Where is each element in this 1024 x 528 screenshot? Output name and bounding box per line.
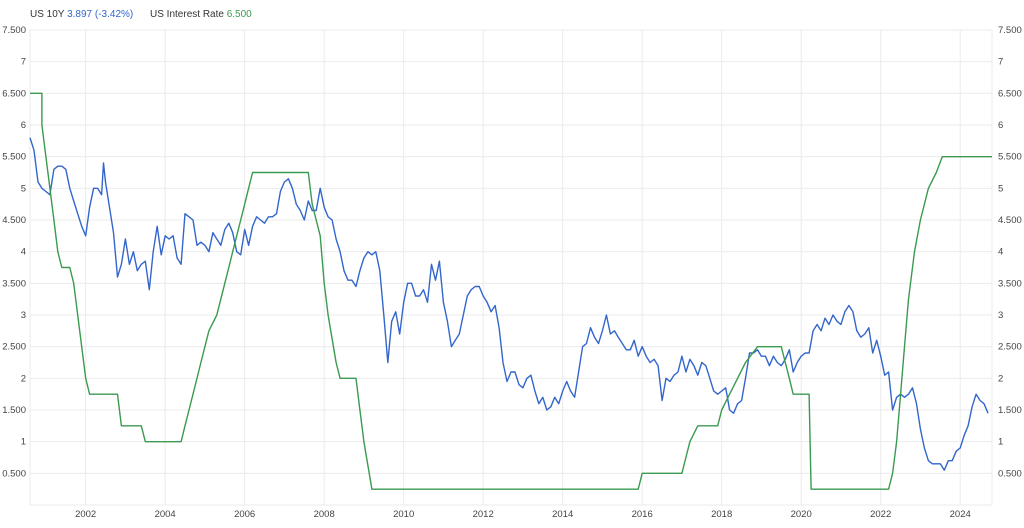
x-tick-label: 2024 <box>950 509 971 520</box>
y-tick-label-right: 3.500 <box>998 278 1022 289</box>
legend-us10y-value: 3.897 (-3.42%) <box>67 9 134 20</box>
y-tick-label-right: 2 <box>998 373 1003 384</box>
y-tick-label-left: 5.500 <box>2 152 26 163</box>
x-tick-label: 2016 <box>632 509 653 520</box>
x-tick-label: 2004 <box>155 509 176 520</box>
y-tick-label-left: 4.500 <box>2 215 26 226</box>
y-tick-label-left: 4 <box>21 247 26 258</box>
y-axis-left: 0.500 1 1.500 2 2.500 3 3.500 4 4.500 5 5.500 6 6.50… <box>2 25 26 479</box>
x-tick-label: 2002 <box>75 509 96 520</box>
x-tick-label: 2020 <box>791 509 812 520</box>
x-tick-label: 2018 <box>711 509 732 520</box>
x-tick-label: 2022 <box>870 509 891 520</box>
x-axis: 2002 2004 2006 2008 2010 2012 2014 2016 2018 2020… <box>75 509 971 520</box>
y-tick-label-left: 0.500 <box>2 468 26 479</box>
y-tick-label-left: 3 <box>21 310 26 321</box>
us10y-line[interactable] <box>29 137 989 471</box>
y-tick-label-right: 0.500 <box>998 468 1022 479</box>
y-tick-label-left: 6 <box>21 120 26 131</box>
y-tick-label-left: 2.500 <box>2 342 26 353</box>
y-tick-label-left: 7.500 <box>2 25 26 36</box>
y-tick-label-left: 6.500 <box>2 88 26 99</box>
y-tick-label-right: 5.500 <box>998 152 1022 163</box>
y-tick-label-right: 3 <box>998 310 1003 321</box>
x-tick-label: 2008 <box>314 509 335 520</box>
y-tick-label-left: 1 <box>21 437 26 448</box>
legend-item-us10y[interactable]: US 10Y 3.897 (-3.42%) <box>30 9 136 20</box>
y-axis-right: 0.500 1 1.500 2 2.500 3 3.500 4 4.500 5 5.500 6 6.50… <box>998 25 1022 479</box>
legend-item-interest-rate[interactable]: US Interest Rate 6.500 <box>150 9 252 20</box>
y-tick-label-left: 3.500 <box>2 278 26 289</box>
legend-rate-name: US Interest Rate <box>150 9 224 20</box>
y-tick-label-right: 7 <box>998 57 1003 68</box>
y-tick-label-right: 5 <box>998 183 1003 194</box>
interest-rate-line[interactable] <box>30 92 992 490</box>
y-tick-label-right: 2.500 <box>998 342 1022 353</box>
y-tick-label-left: 2 <box>21 373 26 384</box>
y-tick-label-right: 6 <box>998 120 1003 131</box>
y-tick-label-right: 7.500 <box>998 25 1022 36</box>
legend-rate-value: 6.500 <box>226 9 252 20</box>
x-tick-label: 2012 <box>473 509 494 520</box>
y-tick-label-right: 1 <box>998 437 1003 448</box>
y-tick-label-right: 4.500 <box>998 215 1022 226</box>
x-tick-label: 2014 <box>552 509 573 520</box>
y-tick-label-left: 1.500 <box>2 405 26 416</box>
y-tick-label-right: 1.500 <box>998 405 1022 416</box>
y-tick-label-right: 4 <box>998 247 1003 258</box>
y-tick-label-left: 5 <box>21 183 26 194</box>
x-tick-label: 2006 <box>234 509 255 520</box>
series-layer[interactable] <box>29 92 992 490</box>
y-tick-label-right: 6.500 <box>998 88 1022 99</box>
legend-us10y-name: US 10Y <box>30 9 65 20</box>
legend: US 10Y 3.897 (-3.42%) US Interest Rate 6… <box>30 9 266 20</box>
gridlines <box>29 29 993 506</box>
x-tick-label: 2010 <box>393 509 414 520</box>
y-tick-label-left: 7 <box>21 57 26 68</box>
